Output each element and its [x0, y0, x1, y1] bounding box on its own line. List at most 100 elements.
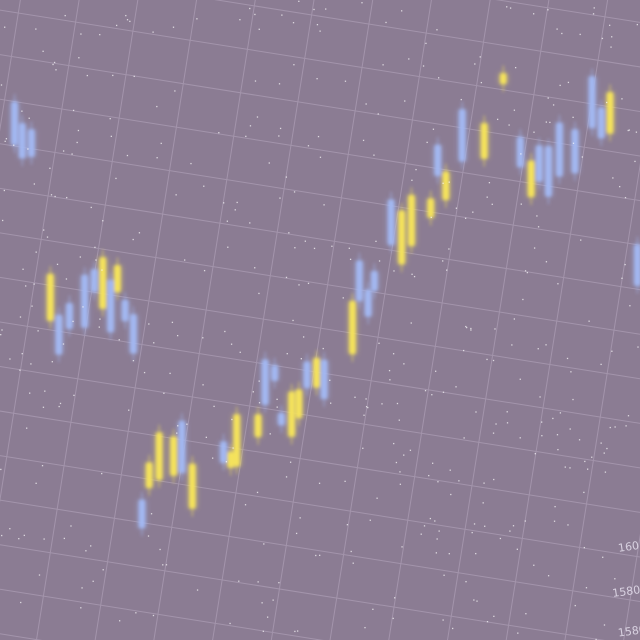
noise-dot — [229, 622, 231, 625]
noise-dot — [90, 545, 92, 547]
grid-line — [0, 463, 640, 628]
noise-dot — [413, 275, 416, 278]
noise-dot — [175, 194, 177, 196]
noise-dot — [4, 140, 6, 142]
noise-dot — [128, 409, 130, 411]
noise-dot — [526, 271, 528, 274]
noise-dot — [80, 607, 82, 609]
noise-dot — [473, 523, 476, 525]
noise-dot — [585, 587, 588, 589]
noise-dot — [293, 191, 296, 193]
candle-body — [288, 391, 295, 437]
noise-dot — [512, 525, 515, 527]
noise-dot — [115, 24, 118, 27]
noise-dot — [254, 267, 256, 269]
noise-dot — [234, 209, 236, 211]
noise-dot — [19, 316, 22, 318]
noise-dot — [133, 75, 135, 78]
grid-line — [0, 246, 640, 410]
noise-dot — [635, 131, 638, 133]
noise-dot — [35, 28, 37, 30]
candle-body — [571, 129, 578, 173]
noise-dot — [298, 284, 300, 286]
noise-dot — [437, 481, 439, 483]
noise-dot — [567, 524, 569, 526]
noise-dot — [82, 306, 84, 308]
noise-dot — [612, 177, 614, 179]
noise-dot — [205, 436, 207, 438]
noise-dot — [190, 162, 192, 165]
candle-body — [114, 265, 121, 292]
noise-dot — [263, 543, 265, 545]
candle-body — [233, 414, 240, 467]
noise-dot — [218, 132, 220, 134]
noise-dot — [56, 263, 59, 266]
candle-body — [156, 432, 163, 480]
noise-dot — [625, 425, 627, 427]
noise-dot — [553, 520, 556, 522]
noise-dot — [19, 369, 21, 371]
noise-dot — [448, 181, 450, 183]
noise-dot — [132, 238, 134, 241]
noise-dot — [262, 630, 265, 632]
noise-dot — [77, 129, 80, 132]
noise-dot — [223, 202, 225, 204]
candle-body — [178, 421, 185, 473]
noise-dot — [132, 359, 135, 362]
noise-dot — [18, 538, 20, 540]
candle-body — [371, 271, 378, 291]
noise-dot — [460, 98, 462, 101]
noise-dot — [160, 142, 162, 145]
noise-dot — [533, 247, 536, 249]
noise-dot — [42, 50, 44, 52]
noise-dot — [595, 638, 597, 640]
noise-dot — [98, 326, 100, 328]
noise-dot — [322, 347, 324, 350]
noise-dot — [99, 318, 101, 320]
noise-dot — [239, 19, 241, 21]
noise-dot — [574, 604, 576, 607]
noise-dot — [506, 6, 508, 8]
noise-dot — [537, 226, 540, 228]
candle-body — [91, 269, 98, 292]
noise-dot — [3, 189, 6, 192]
noise-dot — [492, 432, 495, 434]
noise-dot — [49, 167, 51, 169]
candle-body — [607, 92, 614, 134]
noise-dot — [279, 197, 281, 199]
noise-dot — [482, 502, 484, 504]
noise-dot — [600, 442, 602, 444]
noise-dot — [536, 215, 538, 217]
noise-dot — [101, 472, 103, 475]
noise-dot — [525, 613, 527, 615]
noise-dot — [624, 196, 627, 199]
noise-dot — [342, 297, 344, 299]
noise-dot — [169, 372, 171, 375]
noise-dot — [446, 269, 448, 271]
noise-dot — [547, 575, 550, 577]
noise-dot — [388, 369, 391, 372]
grid-line — [182, 0, 347, 640]
noise-dot — [92, 580, 94, 582]
noise-dot — [508, 124, 510, 126]
noise-dot — [385, 21, 387, 24]
noise-dot — [465, 326, 468, 329]
noise-dot — [202, 337, 204, 339]
noise-dot — [226, 220, 228, 222]
noise-dot — [611, 350, 613, 352]
candle-body — [481, 123, 488, 159]
noise-dot — [118, 620, 121, 622]
noise-dot — [281, 14, 283, 16]
noise-dot — [621, 98, 623, 100]
noise-dot — [323, 204, 325, 206]
noise-dot — [539, 396, 541, 398]
axis-label: 160 — [617, 539, 640, 555]
candle-body — [459, 109, 466, 162]
noise-dot — [252, 391, 254, 393]
noise-dot — [369, 519, 371, 521]
noise-dot — [479, 56, 481, 58]
candle-body — [589, 76, 596, 128]
noise-dot — [470, 329, 472, 331]
candle-body — [66, 303, 73, 329]
noise-dot — [399, 471, 401, 473]
